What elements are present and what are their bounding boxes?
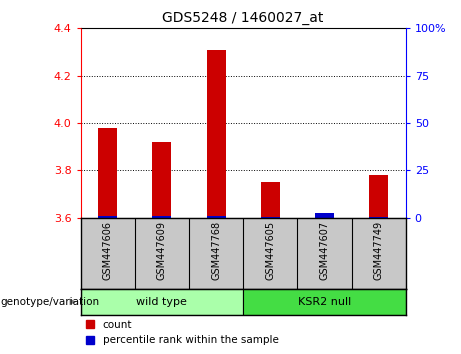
Bar [207, 50, 225, 218]
Bar [153, 142, 171, 218]
Bar [243, 289, 406, 315]
Legend: count, percentile rank within the sample: count, percentile rank within the sample [86, 320, 278, 345]
Bar [315, 217, 334, 218]
Text: GSM447609: GSM447609 [157, 221, 167, 280]
Bar [98, 216, 117, 218]
Bar [207, 216, 225, 218]
Bar [98, 128, 117, 218]
Text: wild type: wild type [136, 297, 187, 307]
Text: GSM447606: GSM447606 [103, 221, 113, 280]
Bar [153, 216, 171, 218]
Bar [261, 217, 280, 218]
Text: KSR2 null: KSR2 null [298, 297, 351, 307]
Text: GSM447605: GSM447605 [265, 221, 275, 280]
Bar [261, 182, 280, 218]
Text: GSM447607: GSM447607 [319, 221, 330, 280]
Title: GDS5248 / 1460027_at: GDS5248 / 1460027_at [162, 11, 324, 24]
Bar [315, 213, 334, 218]
Text: genotype/variation: genotype/variation [0, 297, 99, 307]
Bar [81, 289, 243, 315]
Text: GSM447749: GSM447749 [373, 221, 384, 280]
Bar [369, 217, 388, 218]
Text: GSM447768: GSM447768 [211, 221, 221, 280]
Bar [369, 175, 388, 218]
